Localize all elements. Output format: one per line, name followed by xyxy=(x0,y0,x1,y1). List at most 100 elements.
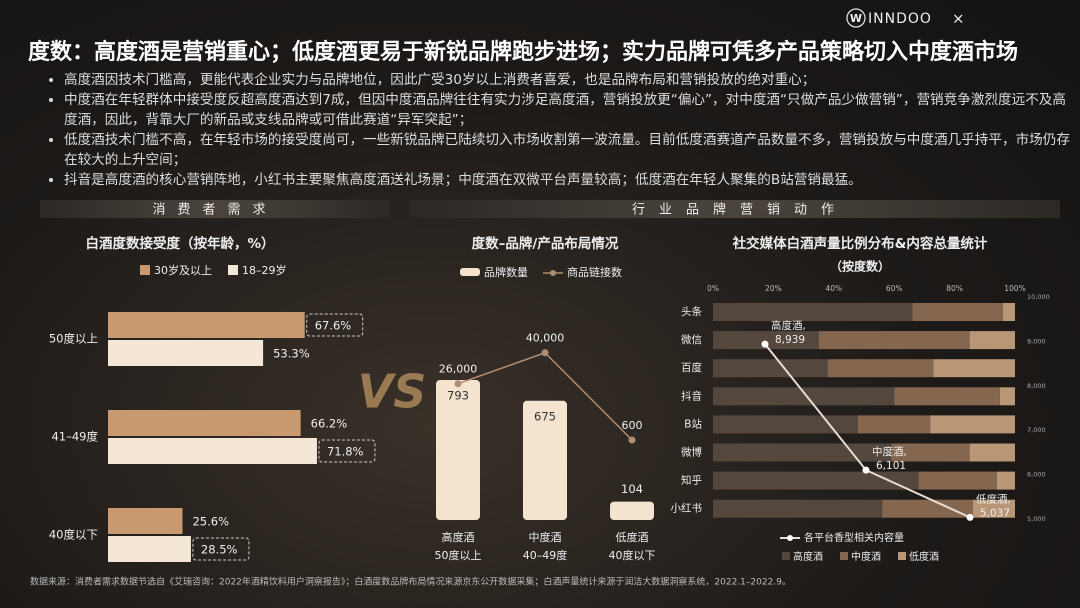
bar-segment xyxy=(999,387,1015,406)
bullet: 中度酒在年轻群体中接受度反超高度酒达到7成，但因中度酒品牌往往有实力涉足高度酒，… xyxy=(64,90,1074,130)
category-label: B站 xyxy=(684,417,702,430)
slide-title: 度数：高度酒是营销重心；低度酒更易于新锐品牌跑步进场；实力品牌可凭多产品策略切入… xyxy=(28,40,1019,65)
point-value: 8,939 xyxy=(775,334,805,346)
bar xyxy=(108,438,317,464)
category-label: 高度酒 xyxy=(442,530,475,544)
logo-joiner: × xyxy=(952,10,965,28)
line-value: 40,000 xyxy=(526,332,565,345)
section-bar xyxy=(40,200,390,218)
bar-segment xyxy=(996,471,1015,490)
bar-segment xyxy=(713,303,913,321)
category-label: 中度酒 xyxy=(529,530,562,544)
line-point xyxy=(761,340,769,348)
bar-segment xyxy=(713,471,919,490)
x-tick-label: 100% xyxy=(1004,284,1025,293)
category-label: 40度以下 xyxy=(49,528,98,542)
category-label: 微博 xyxy=(681,446,702,459)
bar-segment xyxy=(918,471,997,490)
legend-swatch xyxy=(898,552,906,560)
value-label: 25.6% xyxy=(192,515,229,529)
y2-tick-label: 7,000 xyxy=(1027,426,1046,434)
chart-title: 白酒度数接受度（按年龄，%） xyxy=(85,235,274,252)
logo-circle xyxy=(846,8,866,28)
category-label: 百度 xyxy=(681,361,702,374)
legend-label: 品牌数量 xyxy=(484,265,528,279)
bar-segment xyxy=(912,303,1003,321)
chart-title: 度数–品牌/产品布局情况 xyxy=(472,235,619,252)
bar xyxy=(108,508,183,534)
bullet: 抖音是高度酒的核心营销阵地，小红书主要聚焦高度酒送礼场景；中度酒在双微平台声量较… xyxy=(64,170,1074,190)
category-label: 知乎 xyxy=(681,474,702,487)
bar xyxy=(108,340,264,366)
bar xyxy=(108,410,301,436)
category-label: 50度以上 xyxy=(49,332,98,346)
chart-title: 社交媒体白酒声量比例分布&内容总量统计 xyxy=(732,235,988,252)
bar xyxy=(610,501,654,520)
bar-segment xyxy=(713,331,819,350)
bar-segment xyxy=(713,499,883,518)
bar xyxy=(108,312,305,338)
bar-segment xyxy=(969,443,1015,462)
legend-label: 低度酒 xyxy=(909,550,939,563)
legend-dot xyxy=(787,535,793,541)
bar-segment xyxy=(827,359,934,378)
point-value: 6,101 xyxy=(876,460,906,472)
category-sublabel: 50度以上 xyxy=(435,548,482,562)
x-tick-label: 80% xyxy=(946,284,963,293)
chart-subtitle: （按度数） xyxy=(830,259,890,274)
line-point xyxy=(541,349,549,357)
legend-swatch xyxy=(228,265,238,275)
line-value: 26,000 xyxy=(439,363,478,376)
section-label: 消费者需求 xyxy=(152,203,277,218)
value-label: 71.8% xyxy=(327,445,364,459)
x-tick-label: 60% xyxy=(886,284,903,293)
bar xyxy=(436,379,480,520)
label-box xyxy=(192,537,250,561)
legend-label: 18–29岁 xyxy=(242,263,287,277)
value-label: 66.2% xyxy=(311,417,348,431)
y2-tick-label: 10,000 xyxy=(1027,293,1050,301)
bar-segment xyxy=(713,415,858,434)
section-label: 行业品牌营销动作 xyxy=(632,202,848,218)
legend-swatch xyxy=(140,265,150,275)
value-label: 28.5% xyxy=(201,543,238,557)
category-sublabel: 40度以下 xyxy=(609,548,656,562)
bar-segment xyxy=(933,359,1015,378)
point-label: 高度酒, xyxy=(771,319,806,332)
line-value: 600 xyxy=(622,419,643,432)
bullet: 高度酒因技术门槛高，更能代表企业实力与品牌地位，因此广受30岁以上消费者喜爱，也… xyxy=(64,70,1074,90)
bar-segment xyxy=(969,331,1015,350)
bar xyxy=(108,536,191,562)
logo-mark: W xyxy=(850,12,862,25)
point-value: 5,037 xyxy=(980,507,1010,519)
x-tick-label: 0% xyxy=(707,284,719,293)
bar-value: 104 xyxy=(621,482,643,496)
category-label: 小红书 xyxy=(671,502,703,515)
bar-segment xyxy=(857,415,931,434)
bar-segment xyxy=(818,331,970,350)
bar-segment xyxy=(882,499,973,518)
bar-segment xyxy=(891,443,970,462)
bar-value: 793 xyxy=(447,388,469,402)
bar-segment xyxy=(713,359,828,378)
category-label: 41–49度 xyxy=(51,430,98,444)
legend-swatch xyxy=(840,552,848,560)
bar-value: 675 xyxy=(534,409,556,423)
legend-dot xyxy=(550,270,556,276)
y2-tick-label: 5,000 xyxy=(1027,515,1046,523)
category-label: 抖音 xyxy=(681,389,702,402)
category-label: 低度酒 xyxy=(616,530,649,544)
y2-tick-label: 8,000 xyxy=(1027,382,1046,390)
bar-segment xyxy=(930,415,1015,434)
line-point xyxy=(862,466,870,474)
bar-segment xyxy=(713,387,895,406)
category-sublabel: 40–49度 xyxy=(523,548,568,562)
bar-segment xyxy=(894,387,1000,406)
line-point xyxy=(454,380,462,388)
logo-text: INNDOO xyxy=(868,11,932,27)
line-point xyxy=(628,436,636,444)
bar xyxy=(523,400,567,520)
value-label: 67.6% xyxy=(315,319,352,333)
line-point xyxy=(966,513,974,521)
